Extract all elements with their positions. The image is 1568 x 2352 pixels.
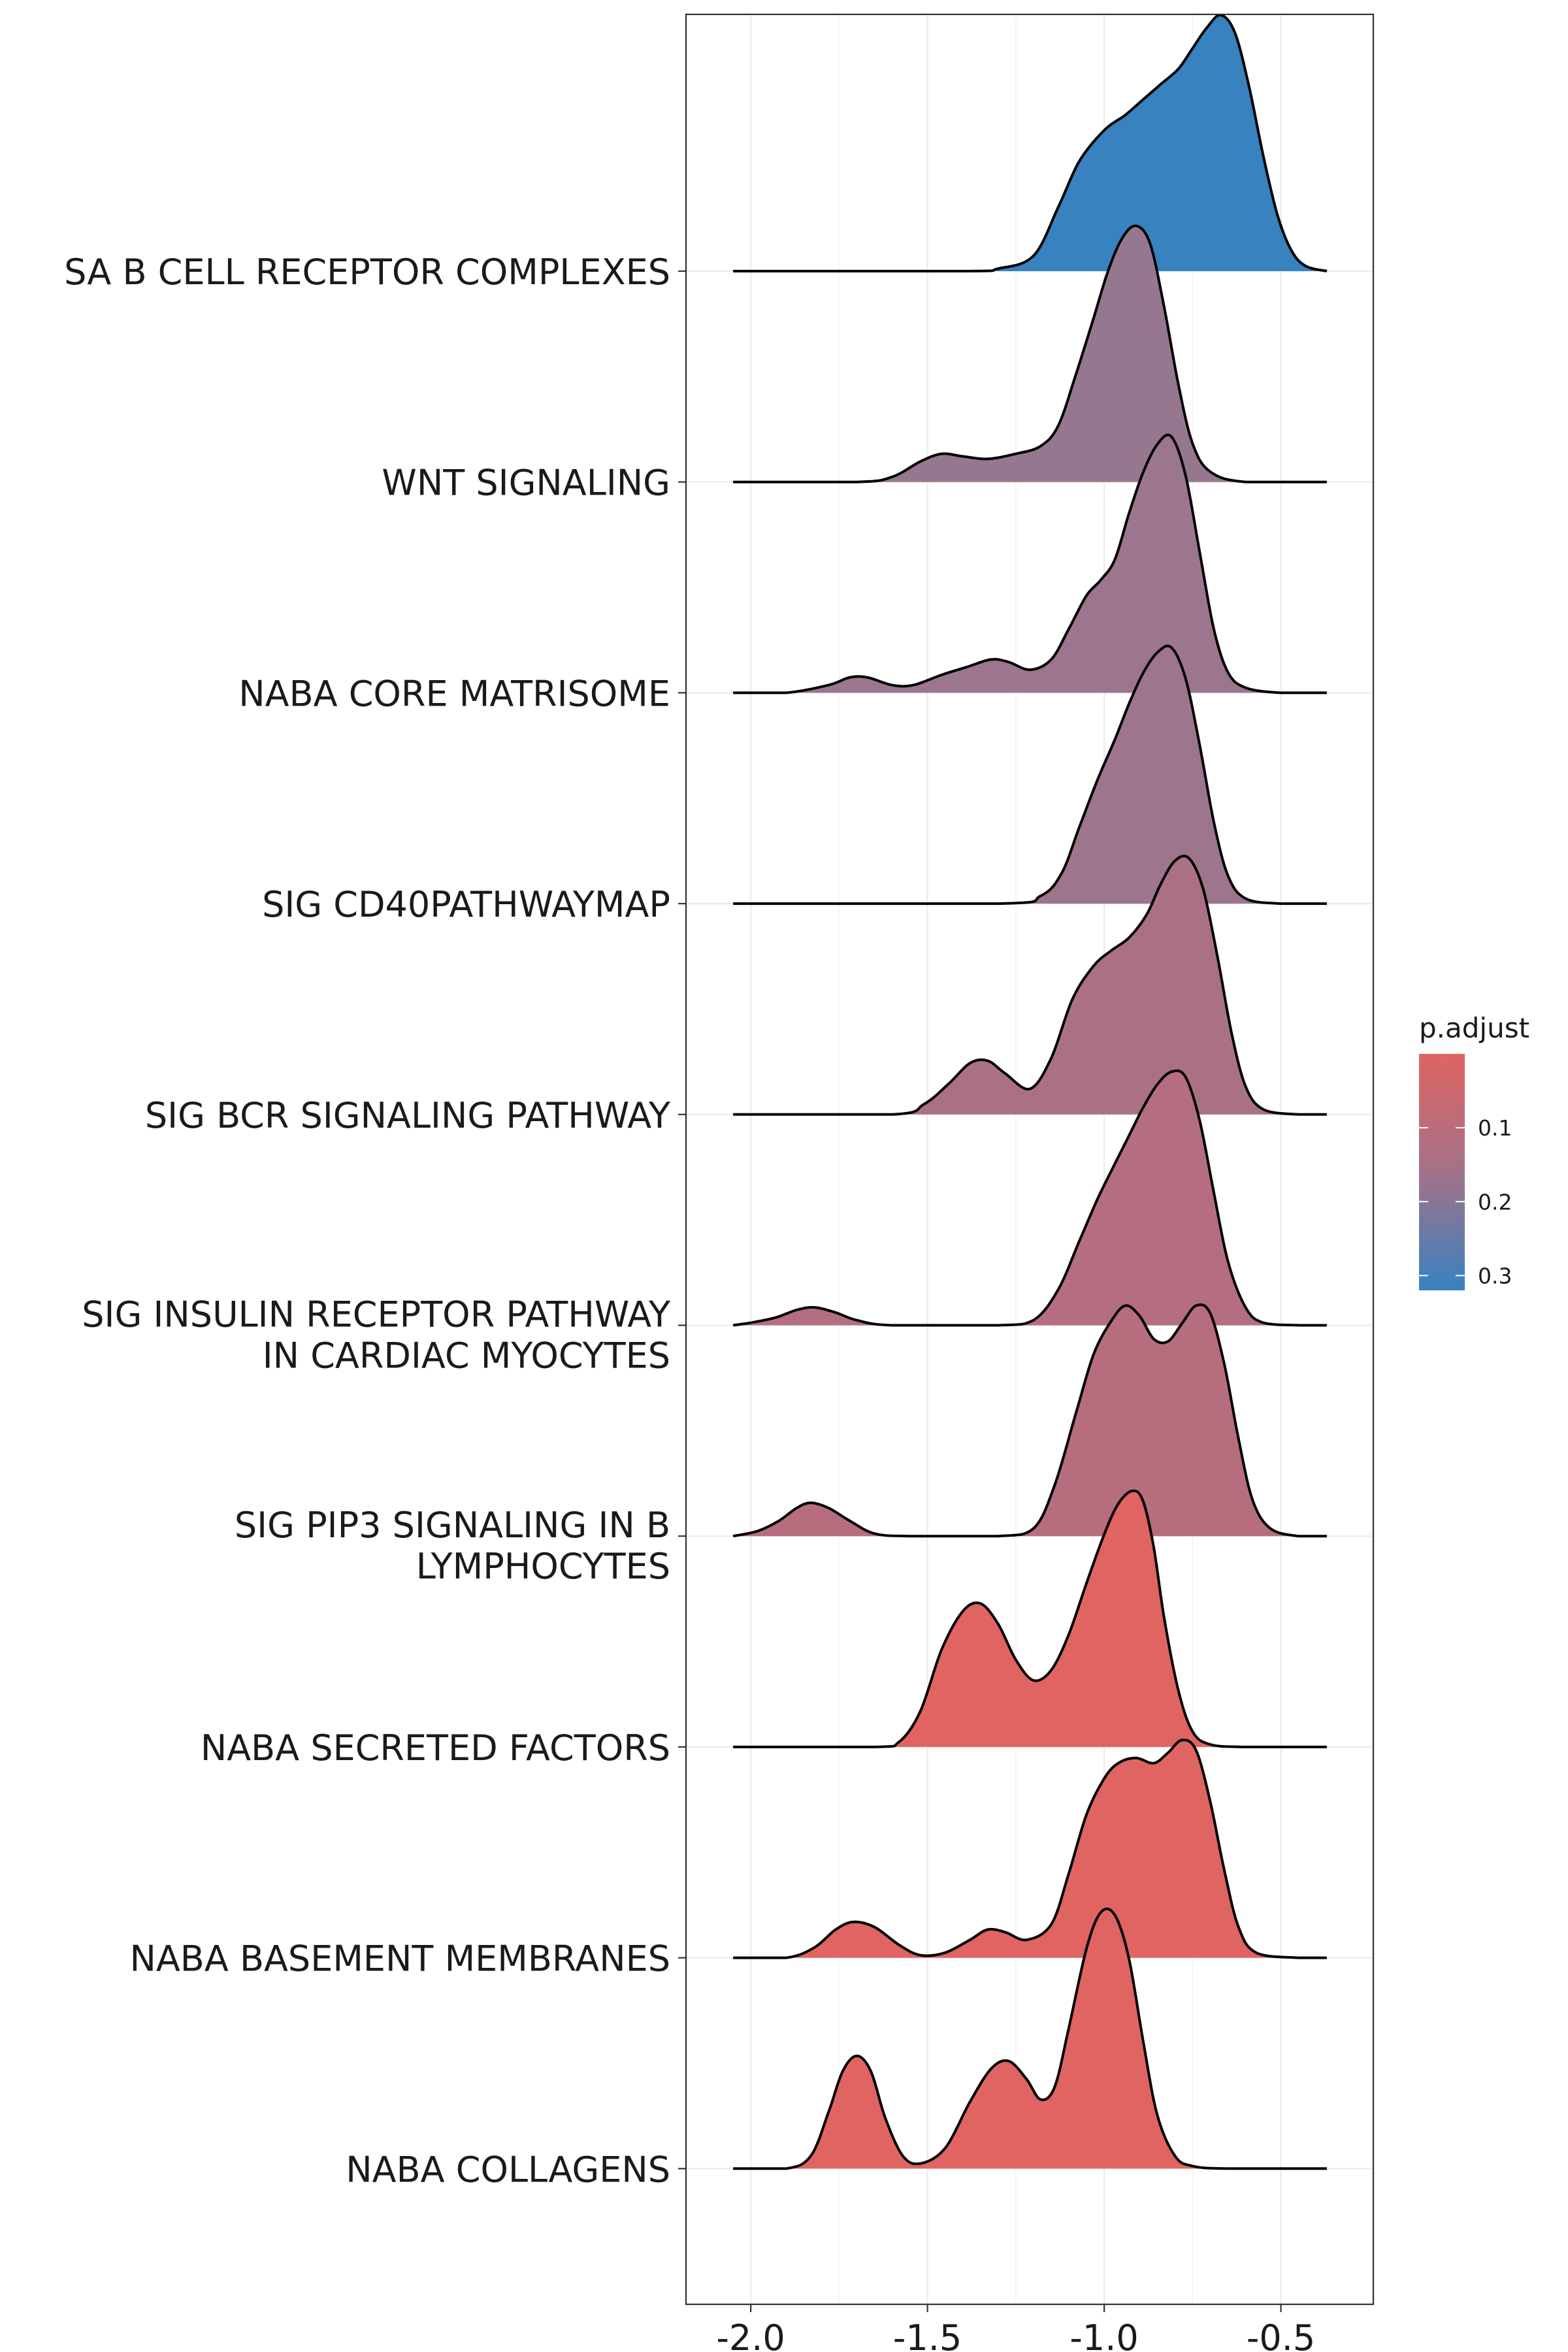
ridge-4 bbox=[733, 644, 1327, 906]
x-tick-label: -1.5 bbox=[893, 2317, 962, 2352]
x-tick-label: -2.0 bbox=[716, 2317, 785, 2352]
legend-tick-label: 0.2 bbox=[1478, 1189, 1512, 1215]
y-tick-label: SIG CD40PATHWAYMAP bbox=[262, 884, 670, 925]
x-tick-label: -1.0 bbox=[1070, 2317, 1138, 2352]
ridge-9 bbox=[733, 1739, 1327, 1959]
y-tick-label: NABA COLLAGENS bbox=[346, 2149, 670, 2190]
ridge-2 bbox=[733, 224, 1327, 483]
ridge-7 bbox=[732, 1303, 1327, 1538]
ridge-outline bbox=[733, 433, 1327, 694]
ridge-outline bbox=[733, 224, 1327, 483]
ridge-outline bbox=[733, 13, 1328, 273]
ridge-6 bbox=[732, 1069, 1327, 1327]
ridge-1 bbox=[733, 13, 1328, 273]
panel-border bbox=[685, 13, 1375, 2306]
ridge-fill bbox=[733, 1304, 1327, 1537]
y-tick-label: WNT SIGNALING bbox=[382, 463, 670, 504]
x-axis: -2.0 -1.5 -1.0 -0.5 bbox=[716, 2304, 1315, 2352]
ridge-8 bbox=[733, 1489, 1327, 1748]
ridge-fill bbox=[733, 856, 1327, 1115]
ridge-fill bbox=[733, 14, 1327, 271]
ridge-fill bbox=[733, 1740, 1327, 1958]
ridges bbox=[732, 13, 1328, 2170]
ridge-10 bbox=[733, 1907, 1327, 2170]
legend-colorbar bbox=[1419, 1054, 1465, 1290]
ridge-fill bbox=[733, 434, 1327, 693]
ridge-fill bbox=[733, 225, 1327, 482]
ridge-outline bbox=[732, 1303, 1327, 1538]
ridge-fill bbox=[733, 1070, 1327, 1326]
legend-title: p.adjust bbox=[1419, 1012, 1529, 1044]
ridge-fill bbox=[733, 1908, 1327, 2169]
ridge-3 bbox=[733, 433, 1327, 694]
y-tick-label: NABA SECRETED FACTORS bbox=[201, 1727, 670, 1769]
y-tick-label: SIG BCR SIGNALING PATHWAY bbox=[145, 1095, 671, 1136]
ridge-fill bbox=[733, 645, 1327, 904]
y-tick-label: LYMPHOCYTES bbox=[416, 1546, 670, 1587]
legend: p.adjust 0.1 0.2 0.3 bbox=[1419, 1012, 1529, 1290]
x-tick-label: -0.5 bbox=[1247, 2317, 1315, 2352]
ridge-outline bbox=[733, 644, 1327, 906]
legend-ticks: 0.1 0.2 0.3 bbox=[1419, 1115, 1512, 1288]
y-tick-label: NABA CORE MATRISOME bbox=[238, 673, 670, 714]
y-tick-label: NABA BASEMENT MEMBRANES bbox=[129, 1938, 670, 1980]
ridge-outline bbox=[733, 1907, 1327, 2170]
ridge-outline bbox=[733, 1489, 1327, 1748]
y-axis: SA B CELL RECEPTOR COMPLEXES WNT SIGNALIN… bbox=[64, 252, 686, 2190]
ridge-5 bbox=[733, 855, 1327, 1116]
legend-tick-label: 0.3 bbox=[1478, 1263, 1512, 1288]
ridge-outline bbox=[732, 1069, 1327, 1327]
ridge-outline bbox=[733, 855, 1327, 1116]
y-tick-label: SIG PIP3 SIGNALING IN B bbox=[235, 1505, 670, 1546]
y-tick-label: IN CARDIAC MYOCYTES bbox=[263, 1335, 670, 1377]
panel-background bbox=[686, 14, 1373, 2304]
y-tick-label: SA B CELL RECEPTOR COMPLEXES bbox=[64, 252, 670, 293]
ridge-fill bbox=[733, 1490, 1327, 1747]
y-tick-label: SIG INSULIN RECEPTOR PATHWAY bbox=[82, 1294, 671, 1335]
ridge-outline bbox=[733, 1739, 1327, 1959]
legend-tick-label: 0.1 bbox=[1478, 1115, 1512, 1141]
